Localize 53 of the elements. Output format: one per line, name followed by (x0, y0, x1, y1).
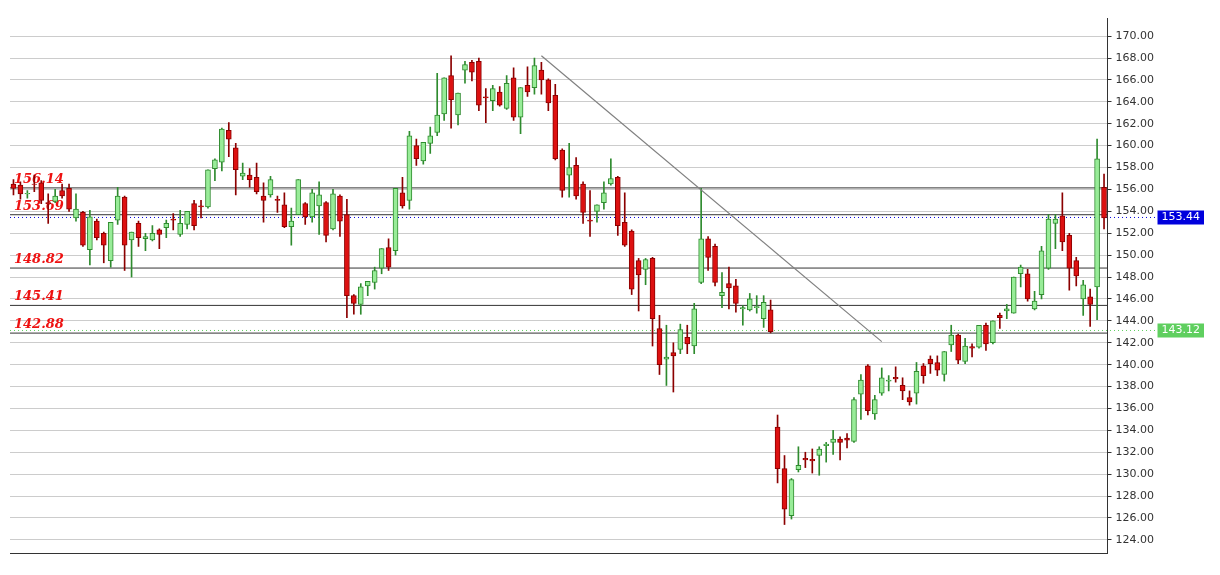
ref-line-label: 143.12 (1161, 323, 1201, 337)
ref-line-label: 153.44 (1161, 210, 1201, 224)
y-tick-label: 136.00 (1115, 401, 1155, 415)
y-tick-label: 156.00 (1115, 182, 1155, 196)
y-tick-label: 150.00 (1115, 248, 1155, 261)
y-tick-label: 126.00 (1115, 510, 1155, 524)
y-tick-label: 138.00 (1115, 379, 1155, 393)
y-tick-label: 160.00 (1115, 138, 1155, 152)
y-tick-label: 132.00 (1115, 445, 1155, 459)
y-tick-label: 152.00 (1115, 226, 1155, 240)
candlestick (837, 436, 843, 461)
candlestick (885, 375, 892, 392)
y-tick-label: 148.00 (1115, 269, 1155, 283)
candlestick (608, 158, 614, 186)
candlestick (316, 181, 322, 235)
candlestick (844, 433, 850, 449)
y-tick-label: 134.00 (1115, 423, 1155, 437)
candlestick (719, 272, 725, 309)
ref-line-label: 145.41 (14, 288, 64, 304)
y-tick-label: 146.00 (1115, 291, 1155, 305)
candlestick (482, 88, 489, 123)
candlestick (462, 60, 468, 84)
ref-line-label: 148.82 (14, 250, 64, 266)
candlestick (816, 446, 823, 476)
candlestick (170, 213, 177, 231)
y-tick-label: 140.00 (1115, 357, 1155, 371)
y-tick-label: 166.00 (1115, 72, 1155, 86)
candlestick (225, 122, 232, 157)
ref-line-label: 142.88 (14, 315, 64, 331)
y-tick-label: 130.00 (1115, 467, 1155, 481)
candlestick (726, 266, 732, 310)
y-tick-label: 144.00 (1115, 313, 1155, 327)
candlestick (740, 305, 746, 326)
y-tick-label: 168.00 (1115, 50, 1155, 64)
y-tick-label: 154.00 (1115, 204, 1155, 218)
candlestick (830, 430, 836, 455)
y-tick-label: 162.00 (1115, 116, 1155, 130)
candlestick (1087, 288, 1093, 327)
y-tick-label: 128.00 (1115, 488, 1155, 502)
y-tick-label: 158.00 (1115, 160, 1155, 174)
y-tick-label: 142.00 (1115, 335, 1155, 349)
candlestick (1003, 304, 1010, 319)
y-tick-label: 124.00 (1115, 532, 1155, 546)
candlestick (288, 207, 295, 246)
candlestick (587, 190, 593, 237)
candlestick (997, 312, 1003, 329)
candlestick (566, 143, 573, 198)
candlestick (198, 200, 204, 219)
y-tick-label: 170.00 (1115, 28, 1155, 42)
y-tick-label: 164.00 (1115, 94, 1155, 108)
candlestick (684, 324, 691, 355)
candlestick (239, 162, 246, 180)
candlestick (809, 448, 816, 474)
